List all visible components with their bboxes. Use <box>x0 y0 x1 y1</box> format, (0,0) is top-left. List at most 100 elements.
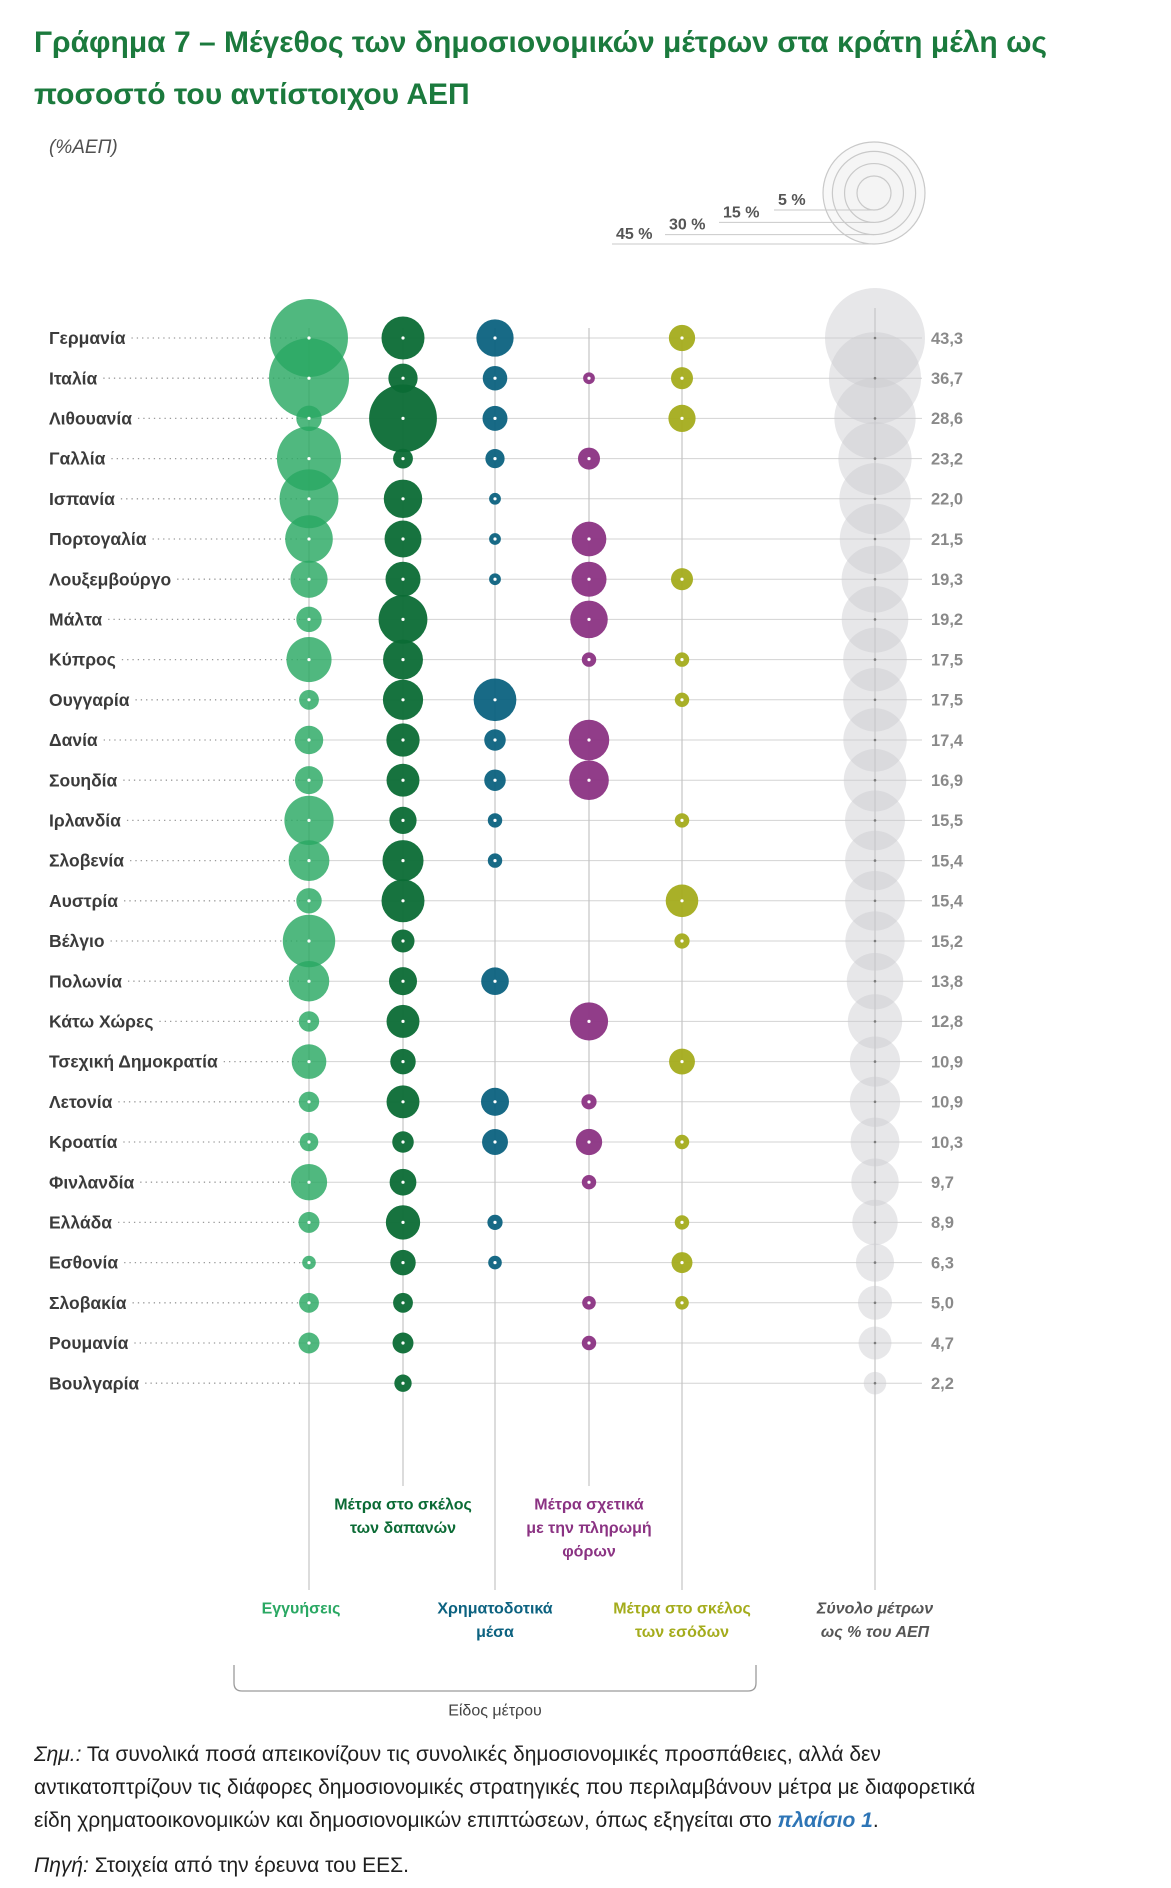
total-value-label: 23,2 <box>931 450 963 468</box>
bubble-center-dot <box>307 939 311 943</box>
total-value-label: 6,3 <box>931 1254 954 1272</box>
country-label: Πορτογαλία <box>49 529 147 549</box>
total-series-label: Σύνολο μέτρων <box>816 1601 933 1618</box>
total-value-label: 22,0 <box>931 491 963 509</box>
bubble-center-dot <box>307 1180 311 1184</box>
note-line: Σημ.: Τα συνολικά ποσά απεικονίζουν τις … <box>34 1738 975 1771</box>
bubble-center-dot <box>307 1140 311 1144</box>
bubble-center-dot <box>307 698 311 702</box>
bubble-center-dot <box>587 738 591 742</box>
note-text: αντικατοπτρίζουν τις διάφορες δημοσιονομ… <box>34 1776 976 1799</box>
bubble-center-dot <box>587 1341 591 1345</box>
total-value-label: 4,7 <box>931 1335 954 1353</box>
total-bubble-center-dot <box>873 939 877 943</box>
total-value-label: 13,8 <box>931 973 963 991</box>
bubble-center-dot <box>680 939 684 943</box>
bubble-center-dot <box>680 1060 684 1064</box>
bubble-center-dot <box>493 738 497 742</box>
bubble-center-dot <box>587 1100 591 1104</box>
country-label: Φινλανδία <box>49 1172 134 1192</box>
bubble-center-dot <box>401 1220 405 1224</box>
series-label: Μέτρα στο σκέλος <box>334 1497 472 1514</box>
bubble-center-dot <box>307 1301 311 1305</box>
bubble-center-dot <box>401 818 405 823</box>
country-label: Δανία <box>49 730 98 750</box>
bubble-center-dot <box>401 738 405 742</box>
bubble-center-dot <box>401 617 405 622</box>
bubble-center-dot <box>401 658 405 662</box>
total-bubble-center-dot <box>873 417 877 420</box>
series-label: Μέτρα στο σκέλος <box>613 1601 751 1618</box>
country-label: Λιθουανία <box>49 409 132 429</box>
bubble-center-layer <box>307 336 877 1385</box>
bubble-center-dot <box>587 1180 591 1184</box>
bubble-center-dot <box>307 457 311 461</box>
series-label: των δαπανών <box>350 1520 456 1537</box>
bubble-center-dot <box>680 658 684 662</box>
bubble-center-dot <box>307 818 311 823</box>
series-label: Μέτρα σχετικά <box>534 1497 644 1514</box>
total-bubble-center-dot <box>873 778 877 782</box>
country-label: Ιταλία <box>49 368 98 388</box>
bubble-center-dot <box>493 1220 497 1224</box>
total-bubble-center-dot <box>873 577 877 581</box>
source-label: Πηγή: <box>34 1854 89 1877</box>
series-label: μέσα <box>476 1624 514 1641</box>
chart-note: Σημ.: Τα συνολικά ποσά απεικονίζουν τις … <box>34 1738 975 1837</box>
bubble-center-dot <box>680 899 684 903</box>
total-value-label: 19,3 <box>931 571 963 589</box>
total-bubble-center-dot <box>873 738 877 742</box>
country-label: Λουξεμβούργο <box>49 569 171 590</box>
total-value-label: 16,9 <box>931 772 963 790</box>
country-label: Βέλγιο <box>49 931 105 951</box>
bubble-center-dot <box>307 617 311 622</box>
total-bubble-center-dot <box>873 376 877 380</box>
country-label: Κροατία <box>49 1132 118 1152</box>
total-value-label: 10,3 <box>931 1134 963 1152</box>
bubble-center-dot <box>587 658 591 662</box>
chart-title-line: Γράφημα 7 – Μέγεθος των δημοσιονομικών μ… <box>34 26 1048 59</box>
bubble-center-dot <box>493 537 497 541</box>
bubble-center-dot <box>493 778 497 782</box>
bubble-center-dot <box>493 336 497 340</box>
bubble-center-dot <box>587 577 591 581</box>
total-bubble-center-dot <box>873 658 877 661</box>
bubble-center-dot <box>493 859 497 863</box>
country-label: Σλοβενία <box>49 851 124 871</box>
total-value-label: 17,5 <box>931 692 963 710</box>
note-line: αντικατοπτρίζουν τις διάφορες δημοσιονομ… <box>34 1771 975 1804</box>
bubble-center-dot <box>307 1261 311 1265</box>
bubble-layer <box>269 287 926 1395</box>
series-label: Εγγυήσεις <box>262 1601 341 1618</box>
bubble-center-dot <box>401 1180 405 1184</box>
bubble-center-dot <box>307 416 311 420</box>
bubble-center-dot <box>401 376 405 380</box>
total-bubble-center-dot <box>873 1221 877 1224</box>
total-value-label: 15,2 <box>931 933 963 951</box>
bubble-center-dot <box>401 979 405 983</box>
series-label: φόρων <box>562 1544 616 1561</box>
total-bubble-center-dot <box>873 1180 877 1184</box>
bubble-center-dot <box>401 1261 405 1265</box>
total-series-label: ως % του ΑΕΠ <box>821 1624 930 1641</box>
box-1-link[interactable]: πλαίσιο 1 <box>777 1809 873 1832</box>
size-legend-label: 45 % <box>616 226 652 243</box>
total-bubble-center-dot <box>873 1341 877 1345</box>
total-bubble-center-dot <box>873 819 877 822</box>
total-value-label: 15,4 <box>931 852 964 870</box>
country-label: Ισπανία <box>49 489 115 509</box>
country-label: Γερμανία <box>49 328 126 348</box>
bubble-center-dot <box>307 1220 311 1224</box>
bubble-center-dot <box>401 1381 405 1385</box>
total-value-label: 9,7 <box>931 1174 954 1192</box>
total-bubble-center-dot <box>873 336 877 340</box>
bubble-center-dot <box>307 577 311 581</box>
total-bubble-center-dot <box>873 1100 877 1104</box>
bubble-center-dot <box>493 1140 497 1144</box>
bubble-center-dot <box>401 859 405 863</box>
bubble-center-dot <box>307 1060 311 1064</box>
bubble-center-dot <box>307 537 311 541</box>
total-bubble-center-dot <box>873 1301 877 1305</box>
total-bubble-center-dot <box>873 1140 877 1144</box>
country-label: Εσθονία <box>49 1253 118 1273</box>
